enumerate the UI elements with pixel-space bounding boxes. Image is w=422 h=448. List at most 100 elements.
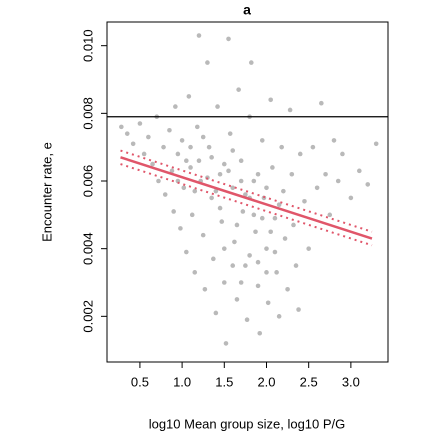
- point: [173, 104, 178, 109]
- point: [124, 131, 130, 136]
- point: [264, 246, 269, 251]
- point: [348, 195, 354, 201]
- point: [205, 60, 210, 65]
- point: [255, 283, 261, 289]
- x-tick-label: 3.0: [342, 374, 360, 389]
- point: [196, 33, 202, 38]
- point: [213, 188, 219, 194]
- point: [223, 341, 229, 346]
- point: [340, 151, 345, 157]
- point: [184, 249, 189, 255]
- point: [251, 178, 257, 184]
- point: [276, 202, 282, 207]
- point: [219, 219, 225, 224]
- y-tick-label: 0.008: [80, 97, 95, 130]
- x-tick-label: 2.0: [257, 374, 275, 389]
- point: [357, 168, 362, 174]
- point: [217, 171, 223, 177]
- point: [365, 182, 371, 187]
- y-tick-label: 0.006: [80, 165, 95, 198]
- point: [281, 188, 286, 194]
- point: [230, 263, 236, 268]
- point: [215, 104, 220, 109]
- point: [248, 60, 254, 65]
- x-tick-label: 1.0: [173, 374, 191, 389]
- point: [247, 253, 252, 258]
- point: [232, 239, 237, 245]
- point: [236, 87, 241, 92]
- point: [314, 185, 320, 191]
- point: [257, 330, 263, 336]
- point: [264, 185, 269, 191]
- point: [119, 124, 124, 130]
- chart-title: a: [243, 2, 251, 18]
- point: [227, 131, 233, 136]
- point: [270, 165, 275, 170]
- point: [137, 121, 143, 126]
- point: [274, 270, 279, 275]
- point: [243, 263, 248, 268]
- point: [259, 215, 265, 221]
- point: [226, 168, 231, 174]
- point: [238, 158, 244, 164]
- point: [272, 215, 278, 221]
- point: [319, 100, 324, 106]
- x-tick-label: 0.5: [131, 374, 149, 389]
- point: [211, 256, 216, 262]
- point: [234, 222, 240, 228]
- point: [156, 178, 161, 184]
- point: [226, 36, 231, 42]
- point: [221, 280, 227, 285]
- point: [130, 141, 136, 147]
- point: [209, 195, 214, 201]
- point: [323, 171, 328, 177]
- point: [238, 178, 244, 184]
- point: [189, 212, 195, 218]
- point: [181, 185, 187, 191]
- point: [255, 259, 261, 265]
- point: [310, 144, 316, 150]
- point: [276, 314, 282, 319]
- point: [162, 192, 168, 197]
- point: [184, 158, 189, 164]
- point: [255, 171, 261, 177]
- point: [209, 155, 214, 160]
- point: [213, 310, 219, 316]
- point: [302, 199, 307, 204]
- point: [268, 97, 274, 103]
- point: [161, 144, 166, 150]
- plot-frame: [106, 21, 389, 363]
- point: [293, 263, 299, 268]
- x-axis-label: log10 Mean group size, log10 P/G: [149, 416, 346, 431]
- point: [285, 286, 290, 292]
- point: [238, 280, 244, 285]
- point: [200, 134, 206, 140]
- point: [192, 270, 198, 275]
- point: [178, 226, 183, 231]
- point: [335, 178, 341, 184]
- point: [240, 209, 246, 214]
- confidence-band: [120, 149, 373, 233]
- point: [253, 229, 258, 235]
- point: [244, 317, 250, 323]
- point: [200, 232, 206, 238]
- point: [146, 134, 151, 140]
- point: [259, 138, 265, 143]
- point: [186, 94, 192, 99]
- point: [287, 107, 293, 113]
- point: [175, 151, 181, 157]
- point: [268, 229, 274, 235]
- x-tick-label: 1.5: [215, 374, 233, 389]
- point: [188, 165, 193, 170]
- point: [265, 300, 271, 306]
- point: [192, 188, 198, 194]
- point: [296, 307, 301, 312]
- y-tick-label: 0.010: [80, 29, 95, 62]
- point: [230, 148, 236, 153]
- point: [221, 161, 227, 167]
- point: [279, 144, 284, 150]
- point: [230, 185, 236, 191]
- point: [150, 161, 155, 167]
- point: [251, 212, 257, 218]
